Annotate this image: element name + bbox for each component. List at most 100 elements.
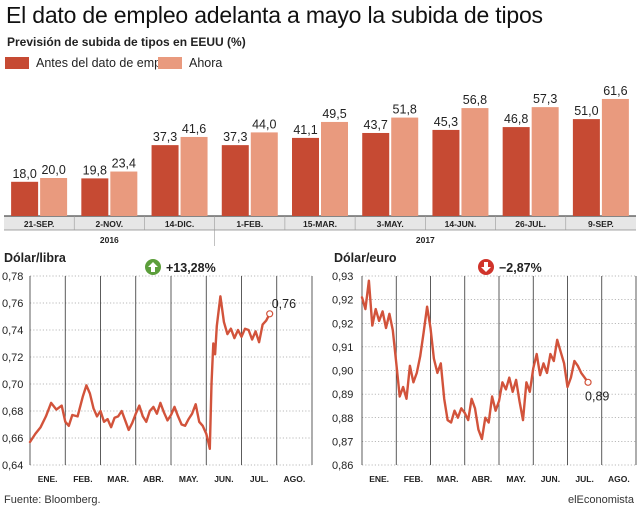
- y-tick-label: 0,92: [332, 295, 353, 307]
- bar-ahora: [601, 98, 629, 216]
- bar-ahora: [321, 121, 348, 216]
- bar-value-label: 18,0: [12, 167, 36, 181]
- bar-ahora: [391, 117, 419, 216]
- x-tick-label: MAR.: [437, 474, 459, 484]
- y-tick-label: 0,74: [2, 325, 23, 337]
- x-tick-label: ABR.: [143, 474, 164, 484]
- fx-series-line: [28, 295, 271, 450]
- y-tick-label: 0,87: [332, 436, 353, 448]
- bar-antes: [502, 127, 530, 216]
- bar-antes: [572, 119, 600, 216]
- y-tick-label: 0,70: [2, 379, 23, 391]
- fx-chart-title: Dólar/libra: [4, 251, 67, 265]
- category-tick-label: 14-JUN.: [445, 219, 477, 229]
- category-tick-label: 1-FEB.: [236, 219, 263, 229]
- bar-chart: 18,0 20,0 21-SEP. 19,8 23,4 2-NOV. 37,3 41,6 14-…: [4, 84, 636, 246]
- category-tick-label: 26-JUL.: [515, 219, 546, 229]
- category-tick-label: 14-DIC.: [165, 219, 194, 229]
- y-tick-label: 0,90: [332, 366, 353, 378]
- bar-value-label: 51,0: [574, 104, 598, 118]
- bar-value-label: 61,6: [603, 84, 627, 98]
- y-tick-label: 0,91: [332, 342, 353, 354]
- y-tick-label: 0,89: [332, 389, 353, 401]
- bar-antes: [292, 137, 319, 216]
- arrow-glyph: [148, 262, 158, 272]
- x-tick-label: FEB.: [73, 474, 92, 484]
- bar-value-label: 51,8: [393, 103, 417, 117]
- fx-end-marker: [584, 378, 592, 386]
- bar-ahora: [531, 107, 559, 216]
- y-tick-label: 0,88: [332, 413, 353, 425]
- y-tick-label: 0,76: [2, 298, 23, 310]
- bar-value-label: 41,6: [182, 122, 206, 136]
- category-tick-label: 21-SEP.: [24, 219, 55, 229]
- y-tick-label: 0,78: [2, 271, 23, 283]
- x-tick-label: JUN.: [214, 474, 233, 484]
- fx-change-label: +13,28%: [166, 261, 216, 275]
- bar-ahora: [461, 108, 489, 216]
- bar-value-label: 57,3: [533, 92, 557, 106]
- bar-value-label: 20,0: [41, 163, 65, 177]
- bar-antes: [151, 145, 179, 216]
- y-tick-label: 0,72: [2, 352, 23, 364]
- brand-logo-text: elEconomista: [567, 494, 634, 506]
- bar-ahora: [40, 178, 68, 216]
- x-tick-label: FEB.: [404, 474, 423, 484]
- fx-end-label: 0,76: [272, 297, 296, 311]
- x-tick-label: JUL.: [250, 474, 268, 484]
- bar-value-label: 44,0: [252, 117, 276, 131]
- category-tick-label: 2-NOV.: [96, 219, 124, 229]
- legend-item-antes: Antes del dato de empleo: [5, 55, 178, 71]
- bar-antes: [362, 132, 390, 216]
- x-tick-label: AGO.: [284, 474, 306, 484]
- category-axis-band: [4, 216, 636, 230]
- arrow-glyph: [481, 262, 491, 272]
- chart-subtitle: Previsión de subida de tipos en EEUU (%): [7, 35, 246, 49]
- fx-end-marker: [266, 310, 274, 318]
- bar-antes: [432, 129, 460, 216]
- year-group-label: 2017: [416, 235, 435, 245]
- bar-value-label: 37,3: [153, 130, 177, 144]
- legend-swatch-ahora: [158, 57, 182, 69]
- category-tick-label: 3-MAY.: [377, 219, 404, 229]
- fx-chart-title: Dólar/euro: [334, 251, 397, 265]
- x-tick-label: AGO.: [608, 474, 630, 484]
- fx-end-label: 0,89: [585, 389, 609, 403]
- y-tick-label: 0,68: [2, 406, 23, 418]
- legend-swatch-antes: [5, 57, 29, 69]
- chart-headline: El dato de empleo adelanta a mayo la sub…: [6, 2, 543, 28]
- bar-ahora: [110, 171, 138, 216]
- bar-value-label: 45,3: [434, 115, 458, 129]
- fx-change-label: −2,87%: [499, 261, 542, 275]
- y-tick-label: 0,66: [2, 433, 23, 445]
- y-tick-label: 0,64: [2, 460, 23, 472]
- y-tick-label: 0,92: [332, 318, 353, 330]
- bar-ahora: [250, 132, 278, 216]
- x-tick-label: JUN.: [541, 474, 560, 484]
- legend-label-antes: Antes del dato de empleo: [36, 56, 178, 70]
- category-tick-label: 9-SEP.: [588, 219, 614, 229]
- x-tick-label: MAY.: [179, 474, 199, 484]
- x-tick-label: JUL.: [575, 474, 593, 484]
- x-tick-label: ABR.: [471, 474, 492, 484]
- source-note: Fuente: Bloomberg.: [4, 494, 101, 506]
- bar-antes: [11, 181, 39, 216]
- bar-value-label: 46,8: [504, 112, 528, 126]
- x-tick-label: MAY.: [506, 474, 526, 484]
- bar-value-label: 37,3: [223, 130, 247, 144]
- bar-value-label: 19,8: [83, 163, 107, 177]
- legend-item-ahora: Ahora: [158, 55, 222, 71]
- bar-ahora: [180, 136, 208, 216]
- bar-value-label: 56,8: [463, 93, 487, 107]
- x-tick-label: ENE.: [369, 474, 389, 484]
- fx-series-line: [360, 279, 590, 441]
- bar-value-label: 43,7: [364, 118, 388, 132]
- year-group-label: 2016: [100, 235, 119, 245]
- y-tick-label: 0,86: [332, 460, 353, 472]
- bar-antes: [221, 145, 249, 216]
- category-tick-label: 15-MAR.: [303, 219, 337, 229]
- bar-antes: [81, 178, 109, 216]
- x-tick-label: ENE.: [38, 474, 58, 484]
- legend-label-ahora: Ahora: [189, 56, 223, 70]
